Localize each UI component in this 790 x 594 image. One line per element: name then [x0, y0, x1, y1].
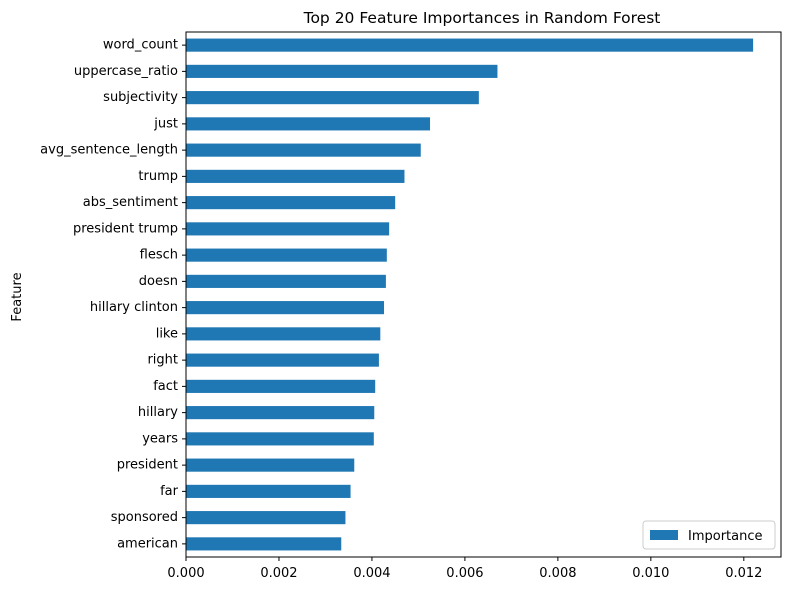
y-tick-label: trump	[138, 169, 178, 184]
bar-hillary	[186, 406, 375, 420]
bar-hillary-clinton	[186, 301, 385, 315]
bar-flesch	[186, 248, 387, 262]
x-tick-label: 0.006	[446, 566, 483, 581]
bar-avg-sentence-length	[186, 143, 421, 157]
y-tick-label: president trump	[73, 221, 178, 236]
y-tick-label: word_count	[103, 38, 178, 53]
bar-american	[186, 537, 342, 551]
x-tick-label: 0.000	[167, 566, 204, 581]
y-tick-label: flesch	[140, 248, 178, 263]
y-tick-label: just	[153, 116, 178, 131]
y-tick-label: right	[147, 353, 178, 368]
y-tick-label: far	[160, 484, 179, 499]
bar-years	[186, 432, 374, 446]
bar-abs-sentiment	[186, 196, 396, 210]
bar-fact	[186, 379, 376, 393]
legend-box	[642, 520, 776, 550]
bar-sponsored	[186, 511, 346, 525]
chart-title: Top 20 Feature Importances in Random For…	[303, 9, 661, 27]
x-tick-label: 0.008	[539, 566, 576, 581]
y-tick-label: uppercase_ratio	[74, 64, 178, 79]
bar-president	[186, 458, 355, 472]
x-tick-label: 0.012	[725, 566, 762, 581]
y-tick-label: american	[117, 536, 178, 551]
y-tick-label: fact	[153, 379, 178, 394]
y-tick-label: like	[156, 326, 178, 341]
y-tick-label: sponsored	[111, 510, 178, 525]
legend: Importance	[642, 520, 776, 550]
bar-just	[186, 117, 431, 131]
plot-frame	[185, 31, 782, 558]
bar-president-trump	[186, 222, 390, 236]
x-tick-label: 0.010	[632, 566, 669, 581]
bar-doesn	[186, 274, 386, 288]
bar-right	[186, 353, 379, 367]
x-tick-label: 0.004	[353, 566, 390, 581]
y-tick-label: hillary	[138, 405, 178, 420]
y-tick-label: avg_sentence_length	[40, 143, 178, 158]
y-tick-label: hillary clinton	[90, 300, 178, 315]
bar-far	[186, 484, 351, 498]
legend-swatch	[650, 530, 678, 540]
y-tick-label: subjectivity	[103, 90, 178, 105]
legend-label: Importance	[688, 529, 763, 544]
bar-like	[186, 327, 381, 341]
y-tick-label: abs_sentiment	[83, 195, 178, 210]
bar-subjectivity	[186, 91, 479, 105]
y-tick-label: president	[117, 458, 178, 473]
x-tick-label: 0.002	[260, 566, 297, 581]
y-axis-label: Feature	[10, 272, 25, 321]
y-tick-label: years	[142, 431, 178, 446]
bar-word-count	[186, 38, 754, 52]
bar-uppercase-ratio	[186, 64, 498, 78]
bar-trump	[186, 169, 405, 183]
y-tick-label: doesn	[139, 274, 178, 289]
